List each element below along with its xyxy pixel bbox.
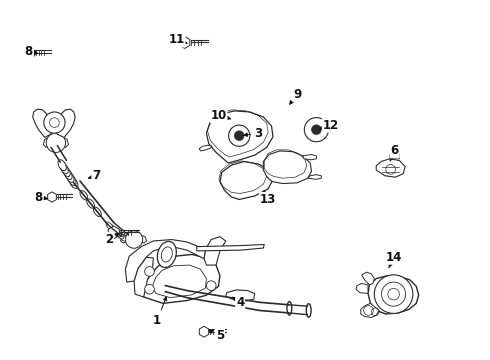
Polygon shape	[356, 283, 368, 293]
Polygon shape	[125, 239, 205, 282]
Ellipse shape	[161, 247, 172, 262]
Polygon shape	[303, 154, 317, 160]
Text: 8: 8	[24, 45, 38, 58]
Polygon shape	[121, 235, 133, 243]
Circle shape	[382, 282, 406, 306]
Circle shape	[44, 112, 65, 133]
Polygon shape	[33, 109, 51, 138]
Polygon shape	[197, 244, 264, 251]
Polygon shape	[134, 235, 147, 243]
Ellipse shape	[106, 222, 114, 231]
Text: 6: 6	[390, 144, 399, 161]
Ellipse shape	[70, 177, 78, 188]
Polygon shape	[48, 192, 56, 202]
Text: 4: 4	[233, 296, 245, 309]
Polygon shape	[361, 303, 379, 318]
Circle shape	[312, 125, 321, 135]
Ellipse shape	[108, 224, 116, 233]
Ellipse shape	[118, 232, 126, 241]
Polygon shape	[108, 226, 120, 239]
Polygon shape	[308, 175, 321, 179]
Text: 2: 2	[105, 233, 119, 246]
Polygon shape	[390, 153, 399, 159]
Ellipse shape	[306, 304, 311, 317]
Polygon shape	[199, 145, 212, 151]
Ellipse shape	[66, 171, 74, 183]
Circle shape	[206, 281, 216, 291]
Circle shape	[46, 133, 66, 152]
Ellipse shape	[157, 242, 176, 267]
Text: 9: 9	[290, 88, 301, 104]
Polygon shape	[220, 162, 273, 199]
Ellipse shape	[64, 168, 72, 180]
Ellipse shape	[80, 191, 88, 200]
Ellipse shape	[111, 226, 119, 235]
Circle shape	[145, 267, 154, 276]
Text: 10: 10	[210, 109, 231, 122]
Polygon shape	[134, 257, 153, 297]
Ellipse shape	[87, 199, 95, 208]
Text: 3: 3	[244, 127, 263, 140]
Polygon shape	[376, 159, 405, 177]
Text: 12: 12	[319, 118, 339, 131]
Text: 14: 14	[386, 251, 402, 267]
Ellipse shape	[68, 174, 76, 185]
Polygon shape	[226, 290, 255, 301]
Text: 13: 13	[260, 191, 276, 206]
Circle shape	[145, 284, 154, 294]
Text: 7: 7	[88, 169, 100, 182]
Text: 5: 5	[209, 329, 224, 342]
Polygon shape	[263, 151, 312, 184]
Polygon shape	[141, 255, 220, 303]
Polygon shape	[199, 326, 209, 337]
Text: 1: 1	[153, 297, 167, 327]
Text: 11: 11	[169, 33, 187, 46]
Polygon shape	[362, 272, 374, 285]
Polygon shape	[204, 237, 226, 265]
Circle shape	[229, 125, 250, 146]
Polygon shape	[206, 111, 273, 163]
Polygon shape	[57, 109, 75, 138]
Ellipse shape	[287, 302, 292, 315]
Ellipse shape	[94, 207, 101, 216]
Ellipse shape	[116, 230, 123, 239]
Text: 8: 8	[34, 190, 47, 203]
Circle shape	[234, 131, 244, 140]
Ellipse shape	[58, 160, 66, 171]
Ellipse shape	[62, 166, 70, 176]
Circle shape	[125, 231, 143, 248]
Polygon shape	[56, 138, 69, 147]
Polygon shape	[368, 276, 418, 314]
Ellipse shape	[60, 163, 68, 174]
Polygon shape	[26, 48, 35, 58]
Ellipse shape	[113, 228, 121, 237]
Circle shape	[374, 275, 413, 314]
Polygon shape	[179, 37, 190, 48]
Circle shape	[304, 118, 328, 142]
Polygon shape	[43, 138, 56, 147]
